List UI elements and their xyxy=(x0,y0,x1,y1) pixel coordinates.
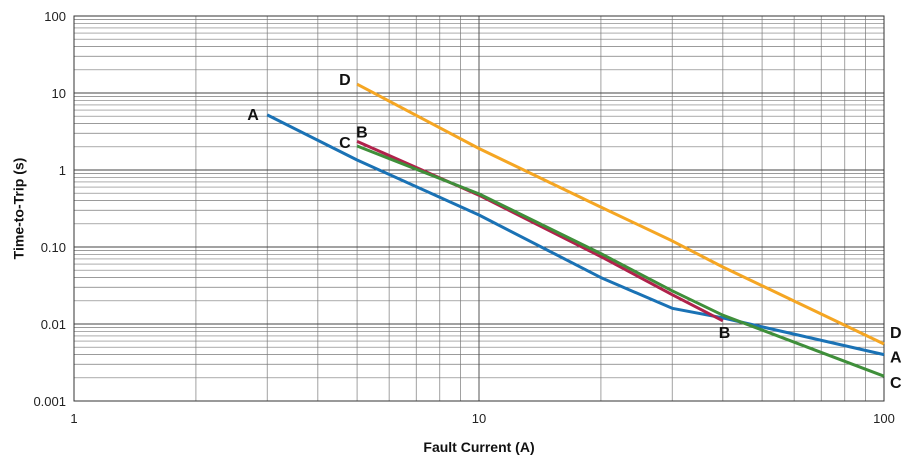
curve-b-label-end: B xyxy=(719,325,731,342)
curve-a-line xyxy=(266,113,885,357)
y-tick-label: 0.001 xyxy=(33,394,66,409)
y-axis-tick-labels: 100 10 1 0.10 0.01 0.001 xyxy=(33,9,66,409)
curve-d-label-end: D xyxy=(890,325,902,342)
x-tick-label: 10 xyxy=(472,411,486,426)
major-gridlines xyxy=(73,16,884,402)
y-tick-label: 100 xyxy=(44,9,66,24)
x-axis-tick-labels: 1 10 100 xyxy=(70,411,894,426)
y-tick-label: 10 xyxy=(52,86,66,101)
curve-b-label-start: B xyxy=(356,124,368,141)
curve-a-label-end: A xyxy=(890,350,902,367)
y-tick-label: 1 xyxy=(59,163,66,178)
y-tick-label: 0.01 xyxy=(41,317,66,332)
curve-c-line xyxy=(356,144,885,378)
curve-d-line xyxy=(356,82,885,346)
x-tick-label: 100 xyxy=(873,411,895,426)
curve-c-label-start: C xyxy=(339,135,351,152)
curve-c-label-end: C xyxy=(890,375,902,392)
curve-d-label-start: D xyxy=(339,72,351,89)
y-axis-title: Time-to-Trip (s) xyxy=(11,158,27,260)
plot-area-border xyxy=(73,15,885,402)
x-tick-label: 1 xyxy=(70,411,77,426)
y-tick-label: 0.10 xyxy=(41,240,66,255)
curve-a-label-start: A xyxy=(247,107,259,124)
x-axis-title: Fault Current (A) xyxy=(423,439,534,455)
curve-series xyxy=(266,82,885,378)
